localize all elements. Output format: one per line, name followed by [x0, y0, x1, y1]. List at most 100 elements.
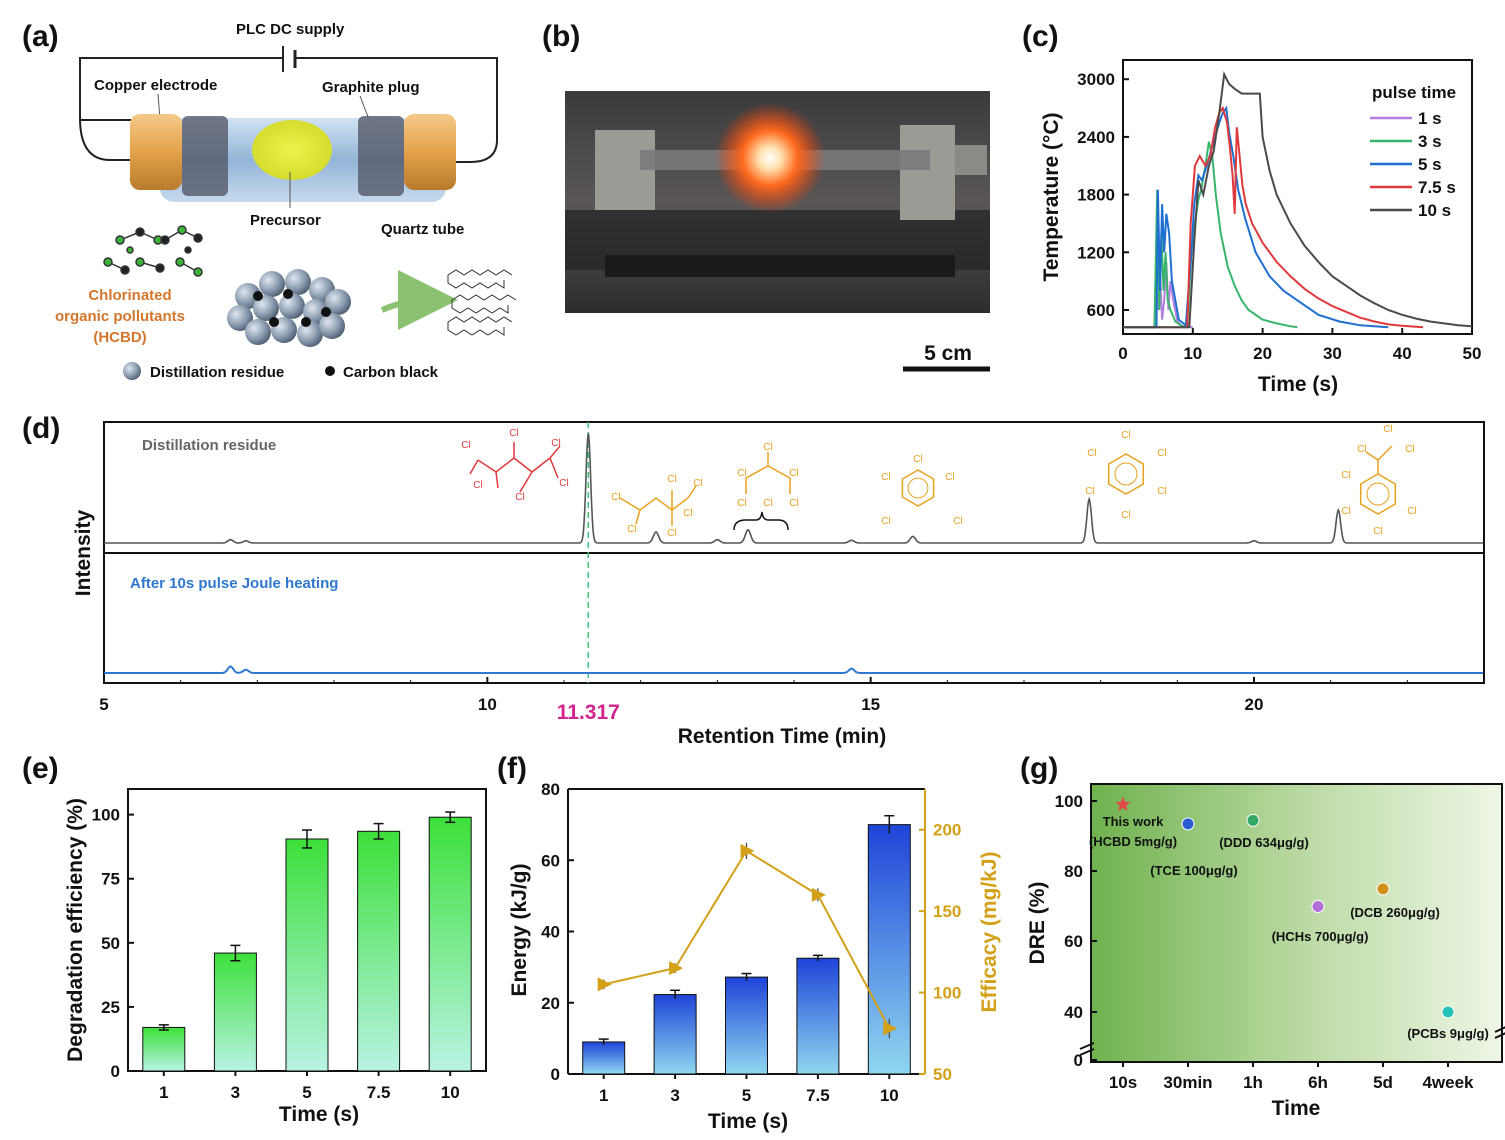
d-chem-cl-label: Cl — [611, 492, 620, 503]
d-chem-cl-label: Cl — [693, 478, 702, 489]
d-series-line — [104, 665, 1484, 674]
panel-label-b: (b) — [542, 20, 580, 53]
quartz-label: Quartz tube — [381, 221, 464, 238]
d-chem-cl-label: Cl — [667, 474, 676, 485]
d-chem-cl-label: Cl — [509, 428, 518, 439]
d-marker-label: 11.317 — [557, 701, 620, 724]
g-point — [1246, 813, 1260, 827]
c-xtick-label: 30 — [1323, 344, 1342, 363]
d-xtick-label: 10 — [478, 695, 497, 714]
c-ytick-label: 600 — [1087, 301, 1115, 320]
d-chem-propane — [745, 452, 791, 494]
f-xtick-label: 7.5 — [806, 1086, 830, 1105]
graphite-plug-left — [182, 116, 228, 196]
f-energy-bar — [796, 957, 840, 1075]
c-series-line — [1123, 141, 1298, 329]
d-chem-cl-label: Cl — [945, 472, 954, 483]
panel-a-schematic: PLC DC supply Copper electrode Graphite … — [55, 21, 517, 381]
c-xtick-label: 10 — [1183, 344, 1202, 363]
d-chem-cl-label: Cl — [1121, 430, 1130, 441]
f-energy-bar — [653, 994, 697, 1075]
photo-clamp-right — [900, 125, 955, 220]
e-ytick-label: 75 — [101, 870, 120, 889]
f-ylabel: Energy (kJ/g) — [508, 863, 531, 996]
c-ylabel: Temperature (°C) — [1040, 112, 1063, 281]
e-ytick-label: 100 — [92, 806, 120, 825]
e-xlabel: Time (s) — [279, 1103, 359, 1126]
d-chem-cl-label: Cl — [1121, 510, 1130, 521]
residue-spheres — [227, 269, 351, 347]
d-series-label-residue: Distillation residue — [142, 437, 276, 454]
d-chem-cl-label: Cl — [763, 498, 772, 509]
c-legend-label: 10 s — [1418, 201, 1451, 220]
d-chem-brace — [733, 511, 789, 531]
f-xtick-label: 1 — [599, 1086, 608, 1105]
f-ytick-label: 0 — [551, 1065, 560, 1084]
d-xlabel: Retention Time (min) — [678, 725, 886, 748]
g-ytick-label: 40 — [1064, 1003, 1083, 1022]
c-xtick-label: 20 — [1253, 344, 1272, 363]
legend-carbon-icon — [325, 366, 335, 376]
c-series-line — [1123, 105, 1389, 329]
f-xtick-label: 5 — [742, 1086, 751, 1105]
f-y2tick-label: 150 — [933, 902, 961, 921]
g-xlabel: Time — [1272, 1097, 1321, 1120]
g-xtick-label: 10s — [1109, 1073, 1137, 1092]
panel-g-chart: 0 40 60 80 100 10s 30min 1h 6h 5d 4week This work (H… — [1026, 783, 1505, 1120]
d-chem-cl-label: Cl — [881, 516, 890, 527]
conversion-arrow — [380, 270, 458, 331]
e-ytick-label: 50 — [101, 934, 120, 953]
e-xtick-label: 10 — [441, 1083, 460, 1102]
g-ylabel: DRE (%) — [1026, 882, 1049, 965]
legend-residue-icon — [123, 362, 141, 380]
c-legend-title: pulse time — [1372, 83, 1456, 102]
panel-label-f: (f) — [497, 752, 527, 785]
d-chem-cl-label: Cl — [1357, 444, 1366, 455]
d-chem-cl-label: Cl — [1341, 470, 1350, 481]
g-xtick-label: 4week — [1422, 1073, 1474, 1092]
e-xtick-label: 7.5 — [367, 1083, 391, 1102]
e-bar — [285, 838, 329, 1072]
graphene-sheets — [447, 269, 517, 336]
d-ylabel: Intensity — [72, 510, 95, 597]
e-ylabel: Degradation efficiency (%) — [64, 798, 87, 1062]
e-xtick-label: 5 — [302, 1083, 311, 1102]
c-ytick-label: 1200 — [1077, 243, 1115, 262]
g-point-label: This work — [1103, 814, 1164, 829]
g-point-star — [1115, 796, 1131, 811]
graphite-plug-right — [358, 116, 404, 196]
c-xlabel: Time (s) — [1258, 373, 1338, 396]
d-chem-cl-label: Cl — [473, 480, 482, 491]
panel-e-chart: 0 25 50 75 100 1 3 5 7.5 10 Time (s) Degradation ef… — [64, 788, 487, 1126]
c-xtick-label: 50 — [1463, 344, 1482, 363]
d-chem-ring-inner — [1366, 482, 1390, 506]
e-ytick-label: 0 — [111, 1062, 120, 1081]
panel-label-d: (d) — [22, 412, 60, 445]
d-chem-butene — [619, 485, 697, 526]
c-plot-frame — [1122, 59, 1473, 335]
f-xtick-label: 10 — [880, 1086, 899, 1105]
d-chem-cl-label: Cl — [627, 524, 636, 535]
d-chem-cl-label: Cl — [667, 528, 676, 539]
d-chem-ring-inner — [907, 477, 929, 499]
c-legend-label: 7.5 s — [1418, 178, 1456, 197]
f-y2label: Efficacy (mg/kJ) — [978, 851, 1001, 1012]
panel-label-c: (c) — [1022, 20, 1059, 53]
d-chem-cl-label: Cl — [913, 454, 922, 465]
e-bar — [357, 830, 401, 1072]
g-point — [1311, 900, 1325, 913]
c-xtick-label: 0 — [1118, 344, 1127, 363]
copper-label: Copper electrode — [94, 77, 217, 94]
g-axis-break-left — [1079, 1042, 1095, 1056]
d-chem-ring-inner — [1114, 462, 1138, 486]
d-chem-cl-label: Cl — [559, 478, 568, 489]
g-point — [1376, 882, 1390, 896]
c-legend-label: 1 s — [1418, 109, 1442, 128]
f-ytick-label: 20 — [541, 994, 560, 1013]
g-axis-break-right — [1494, 1026, 1505, 1039]
g-point-label: (HCHs 700μg/g) — [1272, 929, 1369, 944]
c-series-line — [1123, 71, 1473, 329]
d-chem-cl-label: Cl — [461, 440, 470, 451]
legend-residue-label: Distillation residue — [150, 364, 284, 381]
legend-carbon-label: Carbon black — [343, 364, 439, 381]
